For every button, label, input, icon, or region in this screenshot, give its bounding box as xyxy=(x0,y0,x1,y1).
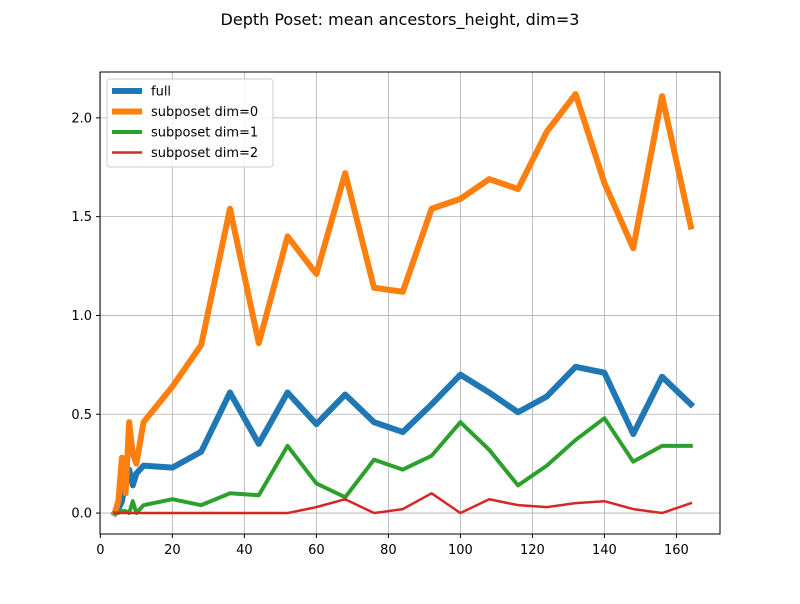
x-tick-label: 20 xyxy=(164,543,181,558)
series-line-2 xyxy=(112,416,693,516)
x-tick-label: 40 xyxy=(236,543,253,558)
y-tick-label: 0.0 xyxy=(71,507,92,522)
series-line-3 xyxy=(113,492,693,515)
legend-label: subposet dim=2 xyxy=(151,146,258,161)
y-tick-label: 1.0 xyxy=(71,309,92,324)
series-lines xyxy=(110,91,696,518)
legend-label: subposet dim=1 xyxy=(151,126,258,141)
x-tick-label: 120 xyxy=(520,543,545,558)
x-tick-label: 80 xyxy=(380,543,397,558)
axis-ticks: 0 20 40 60 80 100 120 140 160 0.0 0.5 1.0 1.5 2.0 xyxy=(71,111,689,558)
chart-title: Depth Poset: mean ancestors_height, dim=… xyxy=(221,10,580,30)
legend: full subposet dim=0 subposet dim=1 subposet… xyxy=(106,78,274,168)
series-line-0 xyxy=(110,363,696,518)
plot-frame xyxy=(99,71,721,535)
x-tick-label: 140 xyxy=(592,543,617,558)
legend-label: subposet dim=0 xyxy=(151,105,258,120)
y-tick-label: 1.5 xyxy=(71,210,92,225)
x-tick-label: 0 xyxy=(96,543,104,558)
y-tick-label: 2.0 xyxy=(71,111,92,126)
x-tick-label: 100 xyxy=(448,543,473,558)
legend-label: full xyxy=(151,85,171,100)
x-tick-label: 160 xyxy=(664,543,689,558)
legend-box xyxy=(106,78,274,168)
y-tick-label: 0.5 xyxy=(71,408,92,423)
x-tick-label: 60 xyxy=(308,543,325,558)
series-line-1 xyxy=(111,91,695,517)
